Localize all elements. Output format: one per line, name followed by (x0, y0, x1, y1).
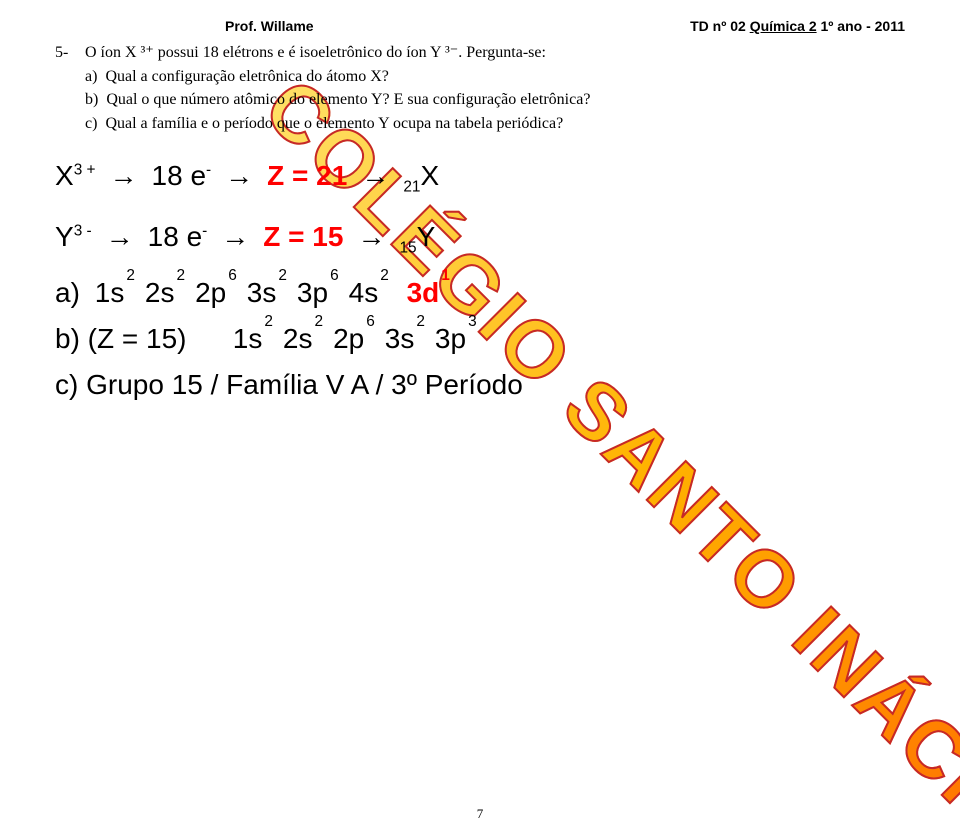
orbital-sup: 6 (330, 267, 339, 285)
orbital-base: 4s (349, 277, 379, 309)
answer-b: b) (Z = 15) 1s22s22p63s23p3 (55, 323, 905, 355)
header-right-underlined: Química 2 (750, 18, 817, 34)
page-header: Prof. Willame TD nº 02 Química 2 1º ano … (55, 18, 905, 34)
sub-c-text: Qual a família e o período que o element… (105, 115, 563, 132)
work-line-x: X3 + → 18 e- → Z = 21 → 21X (55, 156, 905, 198)
orbital-base: 3p (435, 323, 466, 355)
ion-x: X3 + (55, 156, 96, 195)
orbital-base: 1s (233, 323, 263, 355)
sub-b-label: b) (85, 91, 98, 108)
orbital-base: 2p (195, 277, 226, 309)
question-line: 5-O íon X ³⁺ possui 18 elétrons e é isoe… (55, 42, 905, 64)
orbital-sup: 2 (126, 267, 135, 285)
ion-y: Y3 - (55, 217, 92, 256)
arrow-icon: → (106, 217, 134, 256)
sub-a-text: Qual a configuração eletrônica do átomo … (105, 68, 388, 85)
page-content: Prof. Willame TD nº 02 Química 2 1º ano … (0, 0, 960, 401)
arrow-icon: → (225, 156, 253, 195)
config-a-orbitals: 1s22s22p63s23p64s2 (95, 277, 399, 308)
result-x: 21X (403, 156, 439, 198)
header-left: Prof. Willame (55, 18, 314, 34)
header-right: TD nº 02 Química 2 1º ano - 2011 (690, 18, 905, 34)
answer-b-label: b) (Z = 15) (55, 323, 225, 355)
arrow-icon: → (357, 217, 385, 256)
orbital-base: 2p (333, 323, 364, 355)
electron-count: 18 e- (148, 217, 208, 256)
arrow-icon: → (110, 156, 138, 195)
worked-solution: X3 + → 18 e- → Z = 21 → 21X Y3 - → 18 e-… (55, 156, 905, 400)
z-value: Z = 21 (267, 156, 347, 195)
result-y: 15Y (399, 217, 435, 259)
orbital-sup: 2 (380, 267, 389, 285)
orbital-sup: 2 (264, 313, 273, 331)
orbital-sup: 6 (228, 267, 237, 285)
sub-question-a: a) Qual a configuração eletrônica do áto… (55, 66, 905, 88)
answer-a: a) 1s22s22p63s23p64s2 3d1 (55, 277, 905, 309)
orbital-sup: 3 (468, 313, 477, 331)
sub-question-c: c) Qual a família e o período que o elem… (55, 113, 905, 135)
orbital-base: 3s (385, 323, 415, 355)
question-number: 5- (55, 42, 85, 64)
question-text: O íon X ³⁺ possui 18 elétrons e é isoele… (85, 44, 546, 61)
sub-question-b: b) Qual o que número atômico do elemento… (55, 89, 905, 111)
sub-a-label: a) (85, 68, 97, 85)
orbital-base: 1s (95, 277, 125, 309)
orbital-sup: 2 (177, 267, 186, 285)
orbital-base: 2s (145, 277, 175, 309)
answer-c: c) Grupo 15 / Família V A / 3º Período (55, 369, 905, 401)
arrow-icon: → (221, 217, 249, 256)
header-right-prefix: TD nº 02 (690, 18, 750, 34)
answer-a-label: a) (55, 277, 87, 309)
orbital-sup: 2 (416, 313, 425, 331)
orbital-base: 3s (247, 277, 277, 309)
orbital-base: 2s (283, 323, 313, 355)
arrow-icon: → (361, 156, 389, 195)
z-value: Z = 15 (263, 217, 343, 256)
orbital-sup: 2 (315, 313, 324, 331)
electron-count: 18 e- (152, 156, 212, 195)
config-b-orbitals: 1s22s22p63s23p3 (233, 323, 487, 354)
sub-c-label: c) (85, 115, 97, 132)
header-right-suffix: 1º ano - 2011 (817, 18, 905, 34)
orbital-base: 3p (297, 277, 328, 309)
orbital-sup: 2 (278, 267, 287, 285)
config-a-last: 3d1 (407, 277, 460, 308)
page-number: 7 (0, 806, 960, 822)
work-line-y: Y3 - → 18 e- → Z = 15 → 15Y (55, 217, 905, 259)
sub-b-text: Qual o que número atômico do elemento Y?… (106, 91, 590, 108)
orbital-sup: 6 (366, 313, 375, 331)
